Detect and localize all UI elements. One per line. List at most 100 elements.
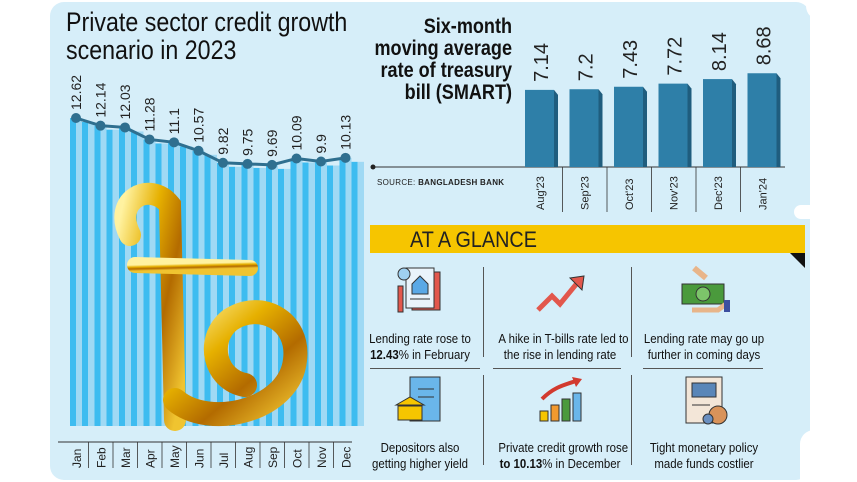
month-tick-label: Mar [119,447,133,468]
month-tick-label: Nov [315,447,329,468]
credit-bar-stripe [357,161,364,426]
glance-text: the rise in lending rate [503,347,617,362]
credit-bar-stripe [223,162,229,427]
credit-bar-stripe [272,164,278,426]
credit-data-label: 11.28 [142,97,158,131]
credit-bar-stripe [302,162,309,427]
credit-bar-stripe [112,129,119,426]
smart-bar-side [643,86,647,167]
credit-bar-stripe [278,168,284,426]
credit-data-point [120,122,130,133]
month-tick-label: Jul [217,453,231,468]
divider [370,368,480,369]
divider [483,375,484,465]
banner-fold [790,253,805,268]
credit-bar-stripe [94,125,101,427]
glance-text: made funds costlier [654,456,754,471]
glance-text: % in February [398,347,470,362]
at-a-glance-banner: AT A GLANCE [370,225,805,253]
taka-symbol-icon [114,182,308,431]
credit-data-label: 11.1 [166,108,182,134]
smart-chart-title: Six-month moving average rate of treasur… [366,16,512,104]
glance-text: % in December [542,456,621,471]
credit-bar-stripe [217,162,223,427]
at-a-glance-title: AT A GLANCE [410,227,537,252]
smart-data-label: 7.72 [665,37,687,76]
credit-data-point [242,158,253,169]
credit-bar-stripe [155,143,162,426]
glance-item: Tight monetary policy made funds costlier [634,375,774,472]
month-tick-label: Dec [340,447,354,468]
loan-document-icon [397,267,441,313]
smart-bar [569,89,599,167]
credit-bar-stripe [82,122,88,426]
credit-bar-stripe [253,167,260,427]
credit-data-point [218,157,228,168]
credit-bar-stripe [88,122,95,426]
smart-bar [703,79,732,167]
bank-document-icon [394,376,441,422]
credit-bar-stripe [345,157,352,426]
smart-month-label: Sep'23 [580,176,592,210]
glance-text: Tight monetary policy [649,440,759,455]
smart-bar [747,73,777,167]
credit-data-point [95,120,106,131]
credit-bar-stripe [296,158,303,427]
credit-data-label: 9.82 [215,127,231,154]
credit-bar-stripe [143,139,150,426]
credit-data-point [193,145,204,156]
smart-bar [658,83,688,167]
credit-data-point [144,134,155,145]
credit-chart-title: Private sector credit growth scenario in… [66,7,348,65]
smart-month-label: Nov'23 [669,176,681,210]
divider [483,267,484,357]
divider [643,368,763,369]
smart-month-label: Jan'24 [758,178,770,210]
month-tick-label: Jan [70,449,84,468]
smart-month-label: Oct'23 [624,179,636,210]
glance-item: A hike in T-bills rate led to the rise in… [490,266,630,363]
divider [631,267,632,357]
credit-data-label: 9.9 [313,134,329,154]
credit-data-point [340,152,351,163]
credit-data-point [267,159,277,170]
smart-bar [525,89,554,167]
credit-bar-stripe [106,129,113,426]
month-tick-label: Jun [193,449,207,468]
glance-item: Lending rate may go up further in coming … [634,265,774,363]
smart-bar-side [554,89,558,167]
source-note: SOURCE: BANGLADESH BANK [377,178,504,187]
credit-bar-stripe [210,154,217,427]
credit-bar-stripe [192,150,199,427]
month-tick-label: Feb [95,447,109,468]
credit-bar-stripe [241,163,248,427]
credit-bar-stripe [204,154,211,427]
credit-data-point [169,137,179,148]
credit-data-label: 9.75 [240,128,256,155]
credit-bar-stripe [76,118,82,426]
glance-text: getting higher yield [371,456,469,471]
credit-bar-stripe [235,166,242,427]
smart-data-label: 7.2 [576,53,598,81]
credit-bar-stripe [321,161,327,426]
glance-text: Private credit growth rose [498,440,629,455]
source-label: SOURCE: [377,178,416,187]
credit-bar-stripe [333,165,340,426]
credit-data-point [291,153,302,164]
glance-text: Depositors also [380,440,460,455]
smart-title-text: Six-month moving average rate of treasur… [374,15,512,104]
smart-data-label: 8.14 [709,32,731,71]
credit-bar-stripe [247,163,254,427]
credit-bar-stripe [259,167,266,427]
smart-bar-side [776,73,781,167]
axis-dot [370,164,376,170]
credit-bar-stripe [100,125,107,427]
credit-data-label: 10.57 [191,108,207,143]
credit-data-label: 9.69 [264,129,280,156]
panel-notch [806,0,857,20]
credit-bar-stripe [131,131,137,426]
divider [493,368,621,369]
credit-bar-stripe [229,166,235,427]
credit-bar-stripe [266,164,272,426]
